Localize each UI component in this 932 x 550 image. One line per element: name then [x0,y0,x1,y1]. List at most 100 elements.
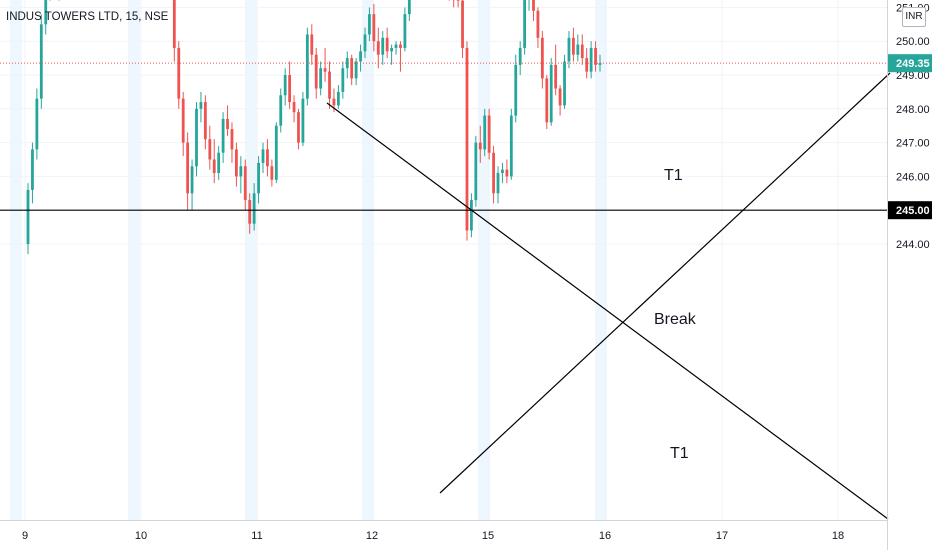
candle-body [474,142,478,201]
y-tick-label: 250.00 [896,36,930,48]
last-price-badge [888,54,932,73]
candle [376,27,380,69]
candle [589,41,593,79]
candle [26,183,30,255]
candle [385,27,389,59]
x-tick-label: 11 [251,530,262,542]
candle [44,0,48,35]
candle [49,0,51,1]
candle [558,85,562,116]
candle-body [532,0,535,11]
candle [523,0,527,55]
candle-body [558,88,562,106]
candle-body [336,91,340,106]
candle [212,139,216,184]
candle-body [208,139,212,160]
candle-body [305,34,309,99]
candle [58,0,60,1]
level-annotation: T1 [670,445,689,462]
candle [528,0,530,11]
candle-body [332,98,336,106]
candle [252,183,256,231]
candle [399,41,402,72]
candle-body [478,142,482,150]
y-tick-label: 244.00 [896,239,930,251]
candle-body [35,98,39,150]
candle [323,47,327,82]
x-tick-label: 15 [482,530,494,542]
candle [350,54,354,86]
session-band [595,0,607,520]
candle-body [345,58,349,69]
candle [279,88,283,133]
candle-body [545,78,549,123]
candle-body [399,44,402,48]
candle [368,7,371,42]
candle [248,193,252,234]
chart-title: INDUS TOWERS LTD, 15, NSE [6,11,169,23]
candle [518,41,522,75]
candle-body [221,118,225,153]
time-axis[interactable]: 9 10 11 12 15 16 17 18 [22,530,844,542]
candle-body [350,58,354,79]
candle-body [465,47,469,231]
level-annotation: T1 [664,167,683,184]
candle [514,54,518,123]
candle-body [359,51,362,62]
candle-body [509,115,513,177]
candle [580,34,584,65]
currency-button[interactable]: INR [902,7,926,27]
candle [372,4,376,52]
candle-body [226,118,229,130]
candle [243,159,247,211]
candle [483,108,487,157]
candle-body [190,166,194,194]
candle-body [257,162,260,194]
candle-body [598,63,602,65]
candle-body [235,149,238,177]
candle-body [576,44,580,55]
candle [576,34,580,62]
candle [190,159,194,211]
candle [226,105,229,136]
candle [381,31,385,65]
y-tick-label: 247.00 [896,138,930,150]
candle-body [368,14,371,35]
candle-body [292,102,296,113]
candle [407,0,411,21]
candle-body [563,61,566,106]
session-band [478,0,490,520]
candle-body [580,44,584,59]
candle-body [585,58,589,72]
candle-body [456,0,460,1]
candle [505,159,509,184]
candle-body [554,64,558,89]
candle-body [44,0,48,25]
candle [195,102,198,177]
candle-body [571,37,575,55]
candle-body [523,0,527,48]
candle-body [31,149,34,190]
candle [545,75,549,130]
session-band [245,0,257,520]
candle-body [328,71,331,99]
candle-body [341,68,345,92]
descending-trendline[interactable] [326,102,889,520]
candle-body [319,68,323,89]
candle [199,91,203,123]
candle [354,58,358,86]
candle-body [212,159,216,174]
candles [26,0,602,255]
candle [292,95,296,123]
candle-body [483,115,487,150]
level-badge-label: 245.00 [896,205,930,217]
candle [363,27,367,59]
ascending-trendline[interactable] [439,72,891,494]
session-band [10,0,22,520]
candle-body [288,75,292,103]
candle-body [496,173,500,194]
level-badge [888,201,932,220]
candle-body [381,37,385,55]
candle [532,0,535,21]
